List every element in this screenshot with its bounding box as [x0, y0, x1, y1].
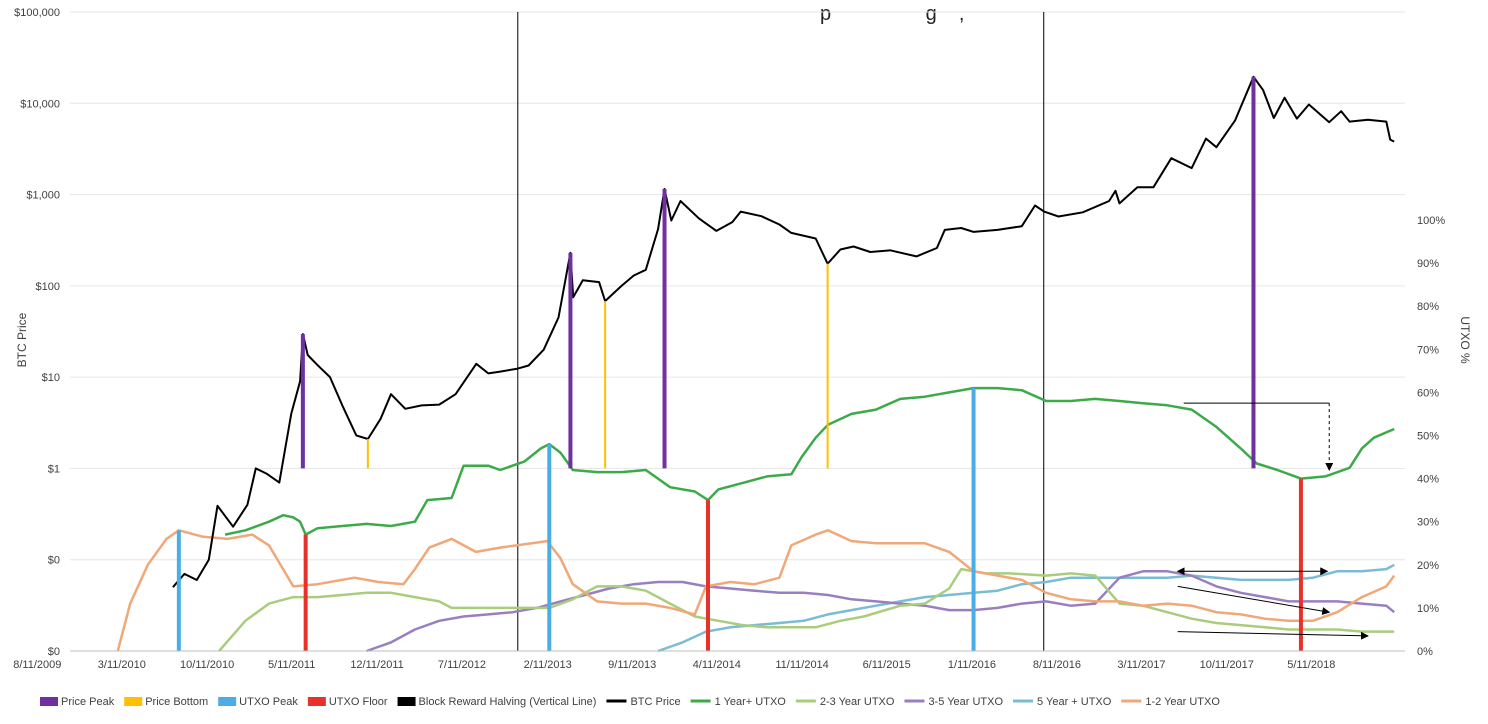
x-tick-label: 3/11/2010	[98, 659, 146, 671]
x-tick-label: 8/11/2016	[1033, 659, 1081, 671]
y-tick-label: $10,000	[20, 98, 60, 110]
y-tick-label: $10	[42, 372, 60, 384]
legend-item-3-5-year-utxo: 3-5 Year UTXO	[904, 696, 1003, 708]
x-tick-label: 12/11/2011	[350, 659, 403, 671]
y-tick-label: $100	[36, 281, 60, 293]
y-tick-label: $1	[48, 463, 60, 475]
legend-item-utxo-floor: UTXO Floor	[307, 696, 388, 708]
x-tick-label: 10/11/2017	[1200, 659, 1254, 671]
series-line-btc-price	[172, 75, 1395, 588]
y2-tick-label: 50%	[1417, 431, 1439, 443]
y2-axis-title: UTXO %	[1458, 316, 1472, 364]
y2-tick-label: 0%	[1417, 646, 1433, 658]
y2-tick-label: 70%	[1417, 344, 1439, 356]
y-tick-label: $0	[48, 646, 60, 658]
y2-tick-label: 30%	[1417, 517, 1439, 529]
x-tick-label: 5/11/2018	[1287, 659, 1335, 671]
x-tick-label: 5/11/2011	[268, 659, 315, 671]
legend-item-btc-price: BTC Price	[606, 696, 681, 708]
legend-item-5-year-utxo: 5 Year + UTXO	[1013, 696, 1112, 708]
x-tick-label: 11/11/2014	[775, 659, 828, 671]
y-tick-label: $1,000	[26, 190, 60, 202]
legend-label: BTC Price	[630, 696, 680, 708]
legend-label: Block Reward Halving (Vertical Line)	[419, 696, 597, 708]
annotation-arrow	[1177, 585, 1331, 615]
legend-item-price-bottom: Price Bottom	[124, 696, 208, 708]
legend: Price Peak Price Bottom UTXO Peak UTXO Floo…	[40, 696, 1220, 708]
legend-item-price-peak: Price Peak	[40, 696, 115, 708]
x-tick-label: 2/11/2013	[524, 659, 572, 671]
grid-layer	[70, 11, 1405, 652]
series-line-5-year-utxo	[657, 563, 1395, 653]
legend-item-2-3-year-utxo: 2-3 Year UTXO	[795, 696, 895, 708]
legend-label: 2-3 Year UTXO	[820, 696, 895, 708]
y2-tick-label: 90%	[1417, 258, 1439, 270]
x-tick-label: 9/11/2013	[608, 659, 656, 671]
y2-tick-label: 10%	[1417, 603, 1439, 615]
legend-item-1-2-year-utxo: 1-2 Year UTXO	[1121, 696, 1220, 708]
series-layer	[116, 75, 1396, 653]
legend-swatch	[218, 697, 237, 706]
x-tick-label: 1/11/2016	[948, 659, 996, 671]
x-tick-label: 8/11/2009	[13, 659, 61, 671]
legend-label: 5 Year + UTXO	[1037, 696, 1112, 708]
legend-swatch	[307, 697, 326, 706]
legend-label: 1-2 Year UTXO	[1145, 696, 1220, 708]
x-tick-label: 10/11/2010	[180, 659, 234, 671]
y-tick-label: $100,000	[14, 7, 60, 19]
legend-label: Price Bottom	[145, 696, 208, 708]
legend-label: UTXO Peak	[239, 696, 298, 708]
legend-swatch	[397, 697, 416, 706]
legend-item-1-year-utxo: 1 Year+ UTXO	[690, 696, 787, 708]
series-line-2-3-year-utxo	[218, 567, 1395, 652]
chart-title: p g ,	[820, 3, 965, 25]
series-line-1-year-utxo	[224, 386, 1395, 536]
legend-label: UTXO Floor	[329, 696, 388, 708]
y2-tick-label: 20%	[1417, 560, 1439, 572]
legend-item-block-reward-halving-vertical-line: Block Reward Halving (Vertical Line)	[397, 696, 597, 708]
annotation-arrow	[1177, 631, 1369, 640]
annotation-layer	[1176, 402, 1369, 640]
marker-layer	[176, 76, 1303, 651]
y2-tick-label: 40%	[1417, 474, 1439, 486]
axes-layer: $0 $0 $1 $10 $100 $1,000 $10,000 $100,000 0% 10% 2…	[13, 7, 1445, 671]
legend-label: 3-5 Year UTXO	[928, 696, 1003, 708]
y-tick-label: $0	[48, 555, 60, 567]
y2-tick-label: 60%	[1417, 387, 1439, 399]
y2-tick-label: 100%	[1417, 215, 1445, 227]
legend-swatch	[124, 697, 143, 706]
legend-swatch	[40, 697, 58, 706]
legend-label: 1 Year+ UTXO	[715, 696, 787, 708]
y2-tick-label: 80%	[1417, 301, 1439, 313]
x-tick-label: 7/11/2012	[438, 659, 486, 671]
halving-layer	[517, 12, 1045, 651]
x-tick-label: 4/11/2014	[693, 659, 741, 671]
x-tick-label: 6/11/2015	[863, 659, 911, 671]
x-tick-label: 3/11/2017	[1117, 659, 1165, 671]
legend-label: Price Peak	[61, 696, 115, 708]
y-axis-title: BTC Price	[15, 312, 29, 367]
legend-item-utxo-peak: UTXO Peak	[218, 696, 298, 708]
